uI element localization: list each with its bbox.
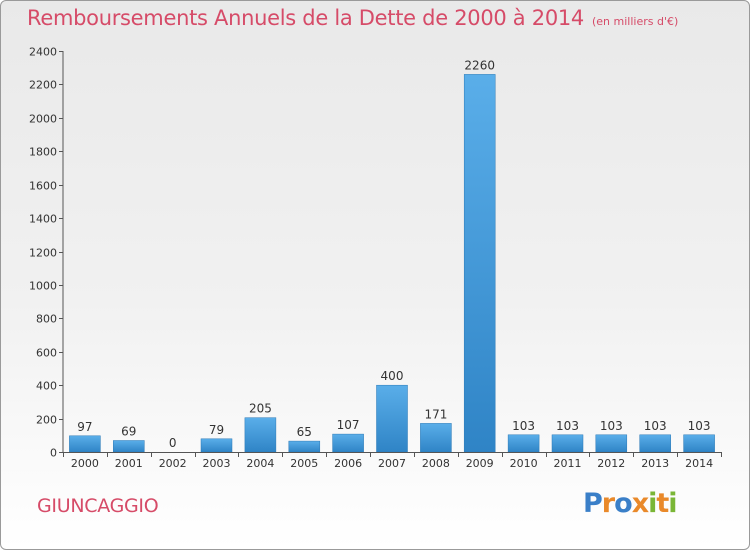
- bar-2014[interactable]: [683, 434, 715, 453]
- y-tick-label: 1000: [29, 280, 57, 293]
- x-tick-label-2003: 2003: [203, 457, 231, 470]
- bar-2009[interactable]: [463, 74, 496, 453]
- bar-2011[interactable]: [551, 434, 584, 453]
- value-label-2008: 171: [424, 407, 447, 421]
- bar-2008[interactable]: [420, 423, 452, 453]
- logo-letter: r: [601, 488, 615, 519]
- y-tick-label: 1600: [29, 180, 57, 193]
- value-label-2007: 400: [381, 369, 404, 383]
- x-tick-label-2004: 2004: [246, 457, 274, 470]
- bar-2005[interactable]: [288, 440, 321, 453]
- bar-2003[interactable]: [200, 438, 233, 453]
- x-tick-label-2002: 2002: [159, 457, 187, 470]
- value-label-2001: 69: [121, 425, 136, 439]
- x-tick-label-2005: 2005: [290, 457, 318, 470]
- value-label-2011: 103: [556, 419, 579, 433]
- logo-letter: P: [583, 488, 603, 519]
- logo-letter: t: [656, 488, 669, 519]
- value-label-2014: 103: [688, 419, 711, 433]
- chart-unit-note: (en milliers d'€): [592, 15, 679, 28]
- value-label-2010: 103: [512, 419, 535, 433]
- logo-letter: o: [614, 488, 633, 519]
- x-tick-label-2001: 2001: [115, 457, 143, 470]
- logo-letter: i: [668, 488, 677, 519]
- bar-2001[interactable]: [113, 440, 145, 453]
- bars: 97 69 0 79 205 65 107 400 171 2260 103 103 103 103 103: [69, 58, 715, 453]
- proxiti-logo[interactable]: Proxiti: [583, 488, 678, 519]
- x-tick-label-2014: 2014: [685, 457, 713, 470]
- y-tick-label: 200: [36, 414, 57, 427]
- bar-2012[interactable]: [595, 434, 628, 453]
- x-tick-label-2009: 2009: [466, 457, 494, 470]
- y-tick-label: 1800: [29, 146, 57, 159]
- bar-2007[interactable]: [376, 384, 408, 453]
- value-label-2006: 107: [337, 418, 360, 432]
- value-label-2005: 65: [297, 425, 312, 439]
- y-tick-label: 2400: [29, 46, 57, 59]
- chart-title: Remboursements Annuels de la Dette de 20…: [27, 6, 678, 30]
- y-tick-label: 0: [50, 447, 57, 460]
- value-label-2004: 205: [249, 402, 272, 416]
- value-label-2013: 103: [644, 419, 667, 433]
- bar-2004[interactable]: [244, 417, 277, 453]
- x-tick-label-2008: 2008: [422, 457, 450, 470]
- x-tick-label-2013: 2013: [641, 457, 669, 470]
- x-tick-label-2007: 2007: [378, 457, 406, 470]
- x-axis: 2000 2001 2002 2003 2004 2005 2006 2007 2008 2009…: [63, 452, 722, 470]
- y-tick-label: 1200: [29, 247, 57, 260]
- logo-letter: i: [648, 488, 657, 519]
- y-tick-label: 600: [36, 347, 57, 360]
- x-tick-label-2010: 2010: [510, 457, 538, 470]
- x-tick-label-2011: 2011: [554, 457, 582, 470]
- chart-title-text: Remboursements Annuels de la Dette de 20…: [27, 6, 584, 30]
- x-tick-label-2006: 2006: [334, 457, 362, 470]
- value-label-2012: 103: [600, 419, 623, 433]
- bar-chart: 0 200 400 600 800 1000 1200 1400 1600 1800 2000 220…: [29, 46, 722, 470]
- bar-2010[interactable]: [507, 434, 540, 453]
- bar-2013[interactable]: [639, 434, 671, 453]
- y-tick-label: 2200: [29, 79, 57, 92]
- bar-2000[interactable]: [69, 435, 101, 453]
- y-tick-label: 1400: [29, 213, 57, 226]
- y-tick-label: 2000: [29, 113, 57, 126]
- value-label-2000: 97: [77, 420, 92, 434]
- y-tick-label: 800: [36, 313, 57, 326]
- value-label-2003: 79: [209, 423, 224, 437]
- y-axis: 0 200 400 600 800 1000 1200 1400 1600 1800 2000 220…: [29, 46, 64, 460]
- value-label-2002: 0: [169, 436, 177, 450]
- x-tick-label-2000: 2000: [71, 457, 99, 470]
- x-tick-label-2012: 2012: [597, 457, 625, 470]
- bar-2006[interactable]: [332, 433, 364, 453]
- y-tick-label: 400: [36, 380, 57, 393]
- value-label-2009: 2260: [464, 58, 495, 72]
- logo-letter: x: [631, 488, 649, 519]
- commune-name: GIUNCAGGIO: [37, 495, 159, 517]
